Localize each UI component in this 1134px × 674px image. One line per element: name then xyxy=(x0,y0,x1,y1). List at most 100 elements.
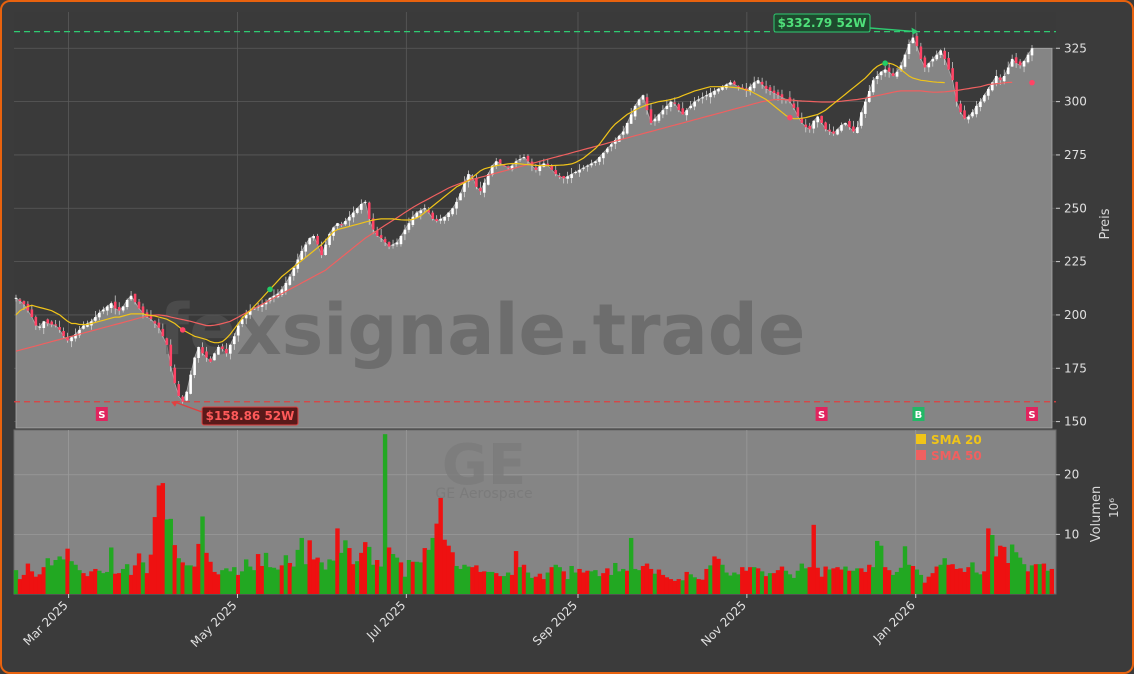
candle-up xyxy=(665,105,669,109)
volume-bar xyxy=(299,537,304,594)
moving-averages xyxy=(15,60,1035,352)
signal-label: S xyxy=(818,410,825,421)
x-tick-label: Jan 2026 xyxy=(870,598,918,646)
volume-bar xyxy=(823,566,828,594)
candle-up xyxy=(713,90,716,95)
volume-bar xyxy=(859,568,864,594)
candle-up xyxy=(1030,48,1034,56)
volume-bar xyxy=(49,565,54,594)
volume-bar xyxy=(990,534,995,594)
candle-up xyxy=(240,319,244,324)
volume-bar xyxy=(660,574,666,594)
candle-down xyxy=(998,77,1002,81)
volume-bar xyxy=(700,579,705,594)
volume-bar xyxy=(1045,570,1051,594)
volume-bar xyxy=(105,571,110,594)
volume-bar xyxy=(624,570,630,594)
candle-down xyxy=(165,338,169,345)
candle-down xyxy=(201,347,204,354)
volume-bar xyxy=(128,574,134,594)
price-tick-label: 325 xyxy=(1064,41,1087,55)
candle-down xyxy=(919,46,923,59)
volume-bar xyxy=(509,574,515,594)
candle-up xyxy=(586,165,589,167)
volume-bar xyxy=(168,518,173,594)
candle-up xyxy=(613,140,617,144)
volume-bar xyxy=(1025,571,1031,594)
volume-bar xyxy=(652,573,658,594)
volume-bar xyxy=(458,568,463,594)
volume-bar xyxy=(287,562,293,594)
volume-bar xyxy=(311,559,316,594)
volume-bar xyxy=(886,570,892,594)
volume-bar xyxy=(474,565,479,594)
volume-bar xyxy=(466,566,471,594)
volume-bar xyxy=(950,564,955,594)
candle-down xyxy=(58,327,61,330)
volume-bar xyxy=(525,572,531,594)
x-tick-label: Nov 2025 xyxy=(698,598,749,649)
volume-bar xyxy=(632,568,638,594)
candle-up xyxy=(875,76,879,79)
candle-up xyxy=(129,295,133,300)
candle-up xyxy=(403,229,407,235)
candle-up xyxy=(971,112,974,117)
candle-up xyxy=(661,110,665,115)
candle-up xyxy=(689,105,692,109)
volume-bar xyxy=(343,540,348,594)
volume-bar xyxy=(180,562,185,594)
candle-up xyxy=(756,80,760,84)
high-52w-arrowhead xyxy=(911,27,919,35)
volume-bar xyxy=(787,574,793,594)
candle-down xyxy=(959,103,962,113)
volume-bar xyxy=(783,570,789,594)
candle-up xyxy=(415,212,419,218)
candle-up xyxy=(229,344,232,354)
candle-down xyxy=(800,117,804,123)
volume-watermark-symbol: GE xyxy=(442,433,526,498)
volume-bar xyxy=(156,485,162,594)
candle-up xyxy=(903,54,907,67)
candle-up xyxy=(883,69,887,73)
candle-up xyxy=(125,300,129,308)
volume-bar xyxy=(811,524,816,594)
candle-down xyxy=(1014,57,1018,64)
candle-up xyxy=(300,250,304,260)
candle-up xyxy=(232,336,236,345)
candle-up xyxy=(336,223,339,226)
volume-bar xyxy=(720,564,725,594)
candle-down xyxy=(828,129,831,132)
price-tick-label: 200 xyxy=(1064,308,1087,322)
candle-down xyxy=(50,321,54,325)
volume-bar xyxy=(577,568,582,594)
candle-down xyxy=(562,176,565,179)
price-tick-label: 175 xyxy=(1064,361,1087,375)
volume-bar xyxy=(593,570,598,594)
candle-up xyxy=(193,357,196,376)
candle-down xyxy=(387,242,391,247)
candle-down xyxy=(947,57,950,70)
candle-up xyxy=(578,169,581,173)
candle-down xyxy=(780,94,784,98)
candle-up xyxy=(483,182,486,193)
volume-bar xyxy=(906,564,912,594)
volume-bar xyxy=(45,558,50,594)
candle-up xyxy=(641,95,645,100)
candle-down xyxy=(1018,61,1022,66)
candle-down xyxy=(760,81,764,85)
candle-down xyxy=(46,319,50,324)
volume-bar xyxy=(426,549,431,594)
candle-up xyxy=(14,297,18,299)
volume-bar xyxy=(1033,564,1039,594)
volume-bar xyxy=(176,558,181,594)
low-52w-arrowhead xyxy=(171,400,179,407)
volume-bar xyxy=(688,574,693,594)
candle-up xyxy=(538,165,542,172)
candle-up xyxy=(494,161,498,166)
candle-up xyxy=(987,88,990,96)
candle-up xyxy=(606,148,609,153)
candle-down xyxy=(221,346,224,350)
candle-down xyxy=(153,321,157,324)
volume-bar xyxy=(696,579,701,594)
candle-down xyxy=(737,85,740,87)
